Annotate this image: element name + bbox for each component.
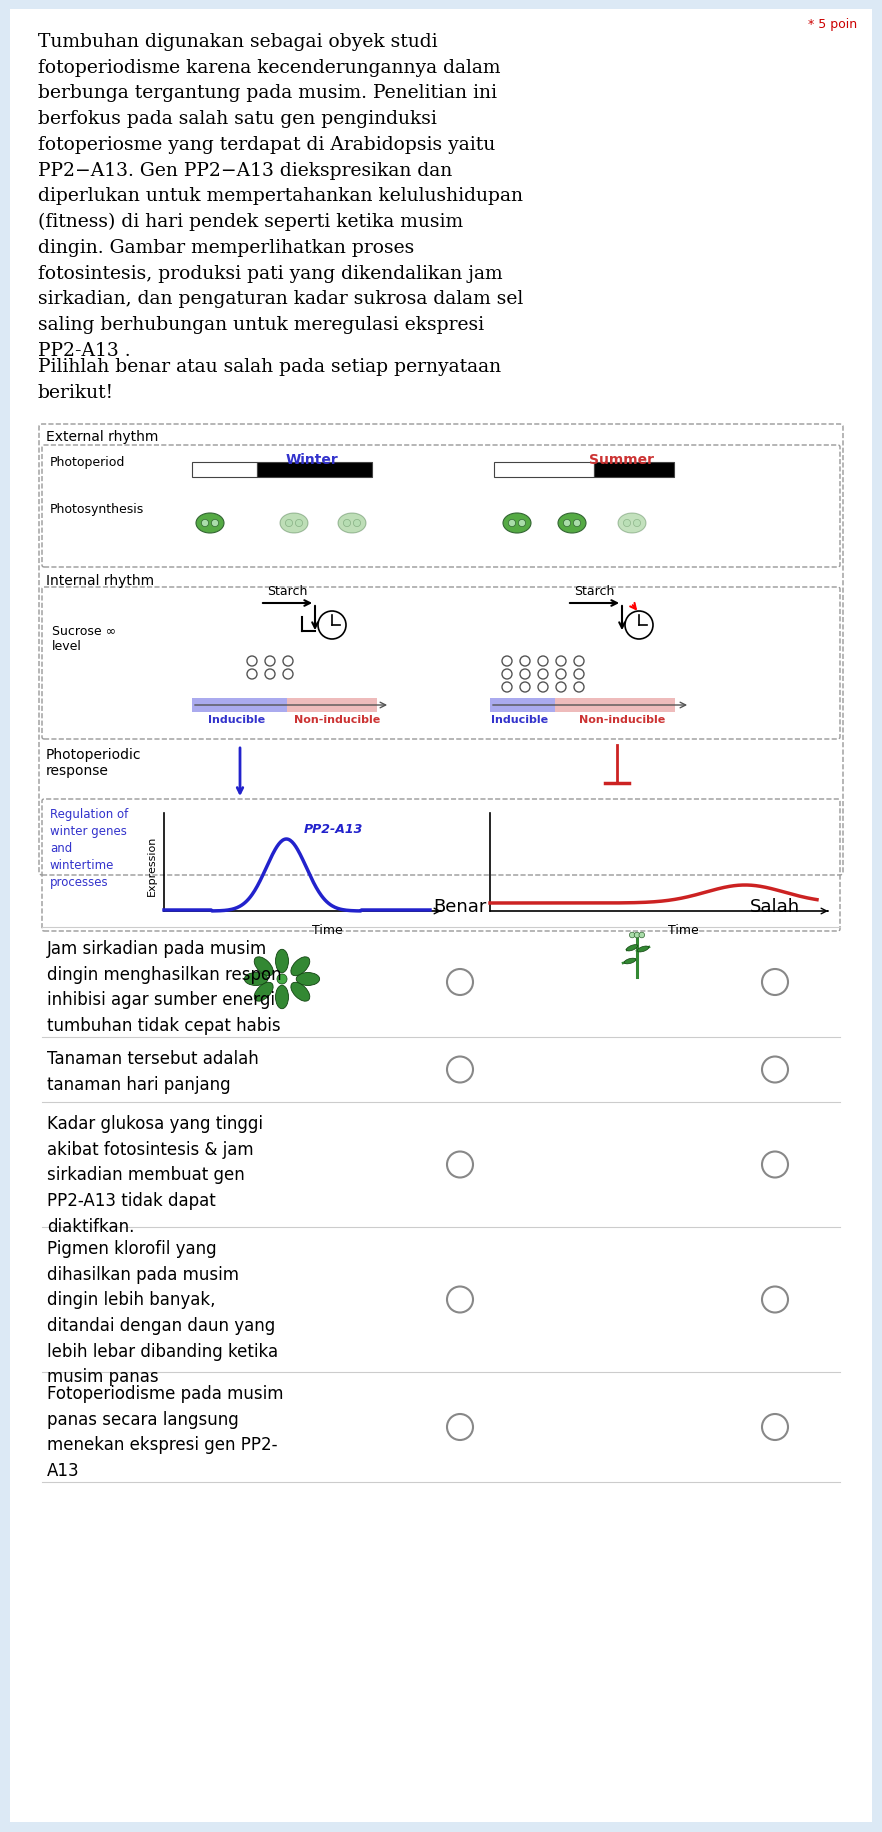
Text: Photoperiod: Photoperiod (50, 456, 125, 469)
Text: Internal rhythm: Internal rhythm (46, 573, 154, 588)
Ellipse shape (280, 513, 308, 533)
Text: Jam sirkadian pada musim
dingin menghasilkan respon
inhibisi agar sumber energi
: Jam sirkadian pada musim dingin menghasi… (47, 940, 281, 1035)
Text: Inducible: Inducible (208, 714, 265, 725)
Bar (257, 463, 372, 478)
Ellipse shape (626, 945, 638, 951)
FancyBboxPatch shape (39, 425, 843, 876)
Text: Starch: Starch (267, 584, 307, 597)
Text: Starch: Starch (574, 584, 614, 597)
Ellipse shape (624, 958, 636, 964)
Ellipse shape (244, 973, 268, 986)
Text: Kadar glukosa yang tinggi
akibat fotosintesis & jam
sirkadian membuat gen
PP2-A1: Kadar glukosa yang tinggi akibat fotosin… (47, 1114, 263, 1235)
Circle shape (295, 520, 303, 528)
Text: Winter: Winter (286, 453, 339, 467)
Text: * 5 poin: * 5 poin (808, 18, 857, 31)
Text: Non-inducible: Non-inducible (579, 714, 665, 725)
Text: Inducible: Inducible (491, 714, 549, 725)
Text: Tumbuhan digunakan sebagai obyek studi
fotoperiodisme karena kecenderungannya da: Tumbuhan digunakan sebagai obyek studi f… (38, 33, 523, 359)
Text: Time: Time (668, 923, 699, 936)
Bar (192, 463, 257, 478)
Circle shape (343, 520, 351, 528)
Ellipse shape (338, 513, 366, 533)
Circle shape (573, 520, 580, 528)
Text: Benar: Benar (433, 898, 487, 916)
Ellipse shape (196, 513, 224, 533)
Bar (490, 698, 555, 713)
Circle shape (519, 520, 526, 528)
Circle shape (212, 520, 219, 528)
Circle shape (624, 520, 631, 528)
Circle shape (318, 612, 346, 639)
Text: Pigmen klorofil yang
dihasilkan pada musim
dingin lebih banyak,
ditandai dengan : Pigmen klorofil yang dihasilkan pada mus… (47, 1238, 278, 1385)
Circle shape (639, 932, 645, 938)
Text: Fotoperiodisme pada musim
panas secara langsung
menekan ekspresi gen PP2-
A13: Fotoperiodisme pada musim panas secara l… (47, 1385, 283, 1478)
Text: PP2-A13: PP2-A13 (304, 823, 363, 835)
Text: Summer: Summer (589, 453, 654, 467)
Circle shape (286, 520, 293, 528)
Ellipse shape (275, 949, 288, 973)
Circle shape (564, 520, 571, 528)
Circle shape (634, 932, 639, 938)
Ellipse shape (254, 958, 273, 976)
Ellipse shape (558, 513, 586, 533)
Ellipse shape (275, 986, 288, 1009)
Text: Salah: Salah (750, 898, 800, 916)
Ellipse shape (291, 958, 310, 976)
Circle shape (508, 520, 516, 528)
Ellipse shape (291, 982, 310, 1002)
FancyBboxPatch shape (10, 9, 872, 1823)
Text: Non-inducible: Non-inducible (294, 714, 380, 725)
Text: Regulation of
winter genes
and
wintertime
processes: Regulation of winter genes and wintertim… (50, 808, 128, 889)
Text: Sucrose ∞
level: Sucrose ∞ level (52, 625, 116, 652)
Circle shape (354, 520, 361, 528)
Ellipse shape (638, 947, 649, 953)
Circle shape (277, 975, 287, 984)
Text: External rhythm: External rhythm (46, 431, 159, 443)
Circle shape (201, 520, 209, 528)
Circle shape (625, 612, 653, 639)
Text: Tanaman tersebut adalah
tanaman hari panjang: Tanaman tersebut adalah tanaman hari pan… (47, 1050, 258, 1094)
Bar (192, 698, 287, 713)
Circle shape (633, 520, 640, 528)
Ellipse shape (503, 513, 531, 533)
Bar (555, 698, 675, 713)
Ellipse shape (254, 982, 273, 1002)
Circle shape (630, 932, 635, 938)
Bar (237, 427, 407, 872)
Text: Expression: Expression (147, 835, 157, 896)
Ellipse shape (618, 513, 646, 533)
Text: Photosynthesis: Photosynthesis (50, 502, 145, 517)
Bar (494, 463, 594, 478)
Bar (537, 427, 712, 872)
Text: Pilihlah benar atau salah pada setiap pernyataan
berikut!: Pilihlah benar atau salah pada setiap pe… (38, 357, 501, 401)
Text: Time: Time (311, 923, 342, 936)
Bar (594, 463, 674, 478)
Ellipse shape (296, 973, 319, 986)
Bar (287, 698, 377, 713)
Text: Photoperiodic
response: Photoperiodic response (46, 747, 141, 779)
